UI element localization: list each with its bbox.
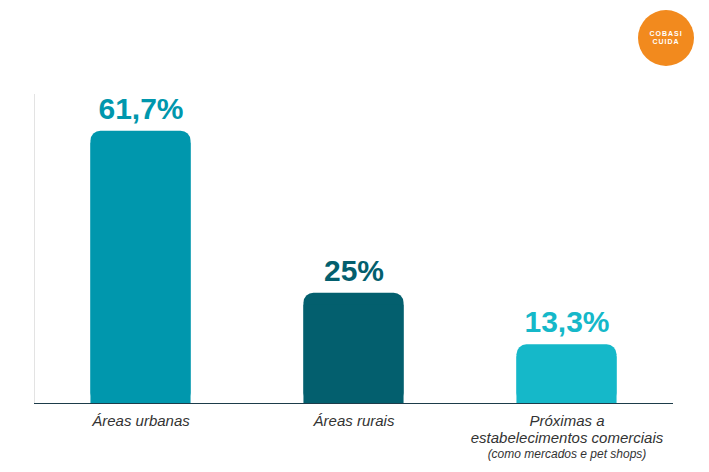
svg-text:Áreas rurais: Áreas rurais [313,412,395,429]
html-text:COBASI CUIDA: COBASI CUIDA [649,29,683,45]
svg-text:Próximas aestabelecimentos com: Próximas aestabelecimentos comerciais [471,412,664,446]
svg-text:13,3%: 13,3% [524,305,609,338]
svg-text:Áreas urbanas: Áreas urbanas [91,412,190,429]
svg-text:(como mercados e pet shops): (como mercados e pet shops) [488,447,647,461]
svg-text:25%: 25% [324,254,384,287]
svg-text:61,7%: 61,7% [98,92,183,125]
